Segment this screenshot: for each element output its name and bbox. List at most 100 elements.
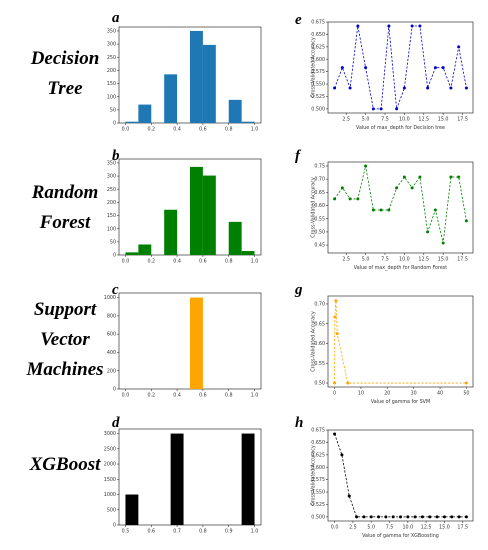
data-point — [426, 230, 430, 234]
y-tick-label: 50 — [110, 107, 116, 113]
y-tick-label: 0 — [113, 253, 116, 259]
row-label-random-forest: Random Forest — [0, 178, 130, 238]
chart-e: 2.5 5.0 7.5 10.0 12.5 15.0 17.5 0.500 0.525 0.550… — [311, 20, 474, 131]
bar — [125, 121, 139, 123]
x-axis-label: Value of gamma for XGBoosting — [362, 533, 439, 539]
data-point — [426, 86, 430, 90]
bar — [190, 166, 203, 255]
y-tick-label: 0.500 — [311, 106, 325, 112]
y-tick-label: 0.65 — [314, 190, 325, 196]
y-tick-label: 50 — [110, 239, 116, 245]
x-tick-label: 15.0 — [438, 117, 449, 123]
x-tick-label: 0.6 — [147, 529, 155, 535]
x-tick-label: 12.5 — [421, 525, 432, 531]
y-tick-label: 0.525 — [311, 502, 325, 508]
row-label-line: Machines — [26, 359, 104, 380]
y-tick-label: 1500 — [104, 477, 116, 483]
data-point — [340, 66, 344, 70]
bar — [190, 297, 203, 389]
data-point — [450, 515, 454, 519]
bar — [190, 30, 203, 123]
x-tick-label: 1.0 — [251, 127, 259, 133]
y-tick-label: 400 — [107, 350, 116, 356]
row-label-line: Vector — [40, 329, 90, 350]
data-point — [387, 208, 391, 212]
x-tick-label: 0.8 — [225, 259, 233, 265]
y-tick-label: 300 — [107, 42, 116, 48]
y-tick-label: 0.65 — [314, 321, 325, 327]
plot-frame — [327, 21, 474, 114]
y-tick-label: 0 — [113, 121, 116, 127]
data-point — [410, 24, 414, 28]
data-point — [428, 515, 432, 519]
x-tick-label: 0.6 — [199, 127, 207, 133]
data-point — [347, 494, 351, 498]
data-point — [464, 219, 468, 223]
data-point — [348, 197, 352, 201]
y-tick-label: 350 — [107, 29, 116, 35]
y-tick-label: 0.550 — [311, 82, 325, 88]
data-point — [464, 86, 468, 90]
y-tick-label: 0.675 — [311, 428, 325, 434]
x-tick-label: 1.0 — [251, 259, 259, 265]
data-point — [406, 515, 410, 519]
data-point — [334, 299, 338, 303]
y-tick-label: 0.650 — [311, 32, 325, 38]
x-tick-label: 7.5 — [381, 257, 389, 263]
data-point — [364, 164, 368, 168]
data-point — [418, 24, 422, 28]
data-point — [399, 515, 402, 519]
y-tick-label: 100 — [107, 94, 116, 100]
x-tick-label: 7.5 — [381, 117, 389, 123]
bar — [138, 244, 152, 255]
bar — [125, 494, 139, 525]
bar — [202, 44, 216, 123]
x-tick-label: 15.0 — [438, 257, 449, 263]
bar — [125, 252, 139, 255]
data-point — [442, 515, 446, 519]
y-tick-label: 0.70 — [314, 177, 325, 183]
x-tick-label: 0.4 — [173, 259, 181, 265]
x-tick-label: 10.0 — [399, 257, 410, 263]
data-point — [356, 24, 360, 28]
data-point — [348, 86, 352, 90]
data-point — [457, 515, 461, 519]
y-tick-label: 0.75 — [314, 164, 325, 170]
y-tick-label: 3000 — [104, 431, 116, 437]
data-point — [435, 515, 439, 519]
y-tick-label: 250 — [107, 55, 116, 61]
data-point — [333, 197, 337, 201]
row-label-svm: Support Vector Machines — [0, 295, 130, 385]
x-tick-label: 12.5 — [418, 117, 429, 123]
data-point — [379, 208, 383, 212]
y-tick-label: 0.70 — [314, 302, 325, 308]
row-label-line: Decision — [30, 48, 100, 69]
data-point — [346, 381, 350, 385]
row-label-line: Tree — [47, 78, 83, 99]
y-tick-label: 200 — [107, 68, 116, 74]
data-point — [387, 24, 391, 28]
x-tick-label: 17.5 — [457, 257, 468, 263]
data-point — [433, 66, 437, 70]
data-point — [333, 381, 337, 385]
row-label-decision-tree: Decision Tree — [0, 44, 130, 104]
y-tick-label: 0 — [113, 387, 116, 393]
data-point — [433, 208, 437, 212]
x-tick-label: 0.8 — [225, 393, 233, 399]
data-point — [457, 175, 461, 179]
bar — [228, 221, 242, 255]
data-point — [333, 86, 337, 90]
x-tick-label: 0.2 — [147, 259, 155, 265]
chart-b: 0.0 0.2 0.4 0.6 0.8 1.0 0 50 100 150 200 250 300 350 — [107, 158, 262, 265]
data-point — [355, 515, 359, 519]
panel-letter-e: e — [295, 12, 302, 28]
x-tick-label: 40 — [437, 391, 443, 397]
x-axis-label: Value of max_depth for Decision tree — [356, 125, 445, 131]
bar — [241, 121, 255, 123]
data-point — [402, 86, 406, 90]
row-label-xgboost: XGBoost — [0, 450, 130, 480]
y-tick-label: 2000 — [104, 462, 116, 468]
y-tick-label: 0.600 — [311, 465, 325, 471]
x-axis-label: Value of max_depth for Random Forest — [354, 265, 448, 271]
chart-c: 0.0 0.2 0.4 0.6 0.8 1.0 0 200 400 600 800 1000 — [104, 292, 262, 399]
